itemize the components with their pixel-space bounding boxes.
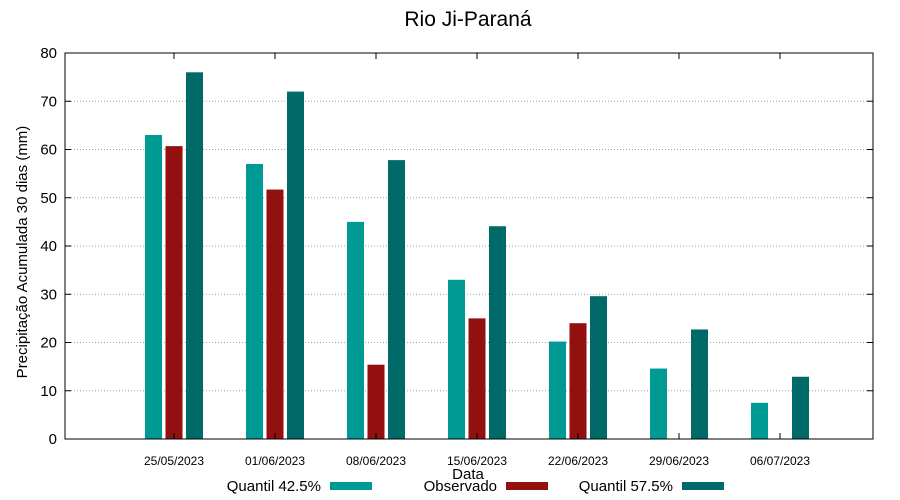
x-axis-ticks: 25/05/2023 01/06/2023 08/06/2023 15/06/2023… [144,53,810,468]
legend-swatch [330,482,372,490]
bar-quantil-42 [650,368,667,439]
bar-quantil-42 [448,279,465,439]
bar-quantil-42 [549,341,566,439]
x-tick-label: 08/06/2023 [346,454,406,468]
x-tick-label: 06/07/2023 [750,454,810,468]
y-tick-label: 20 [40,335,57,352]
bar-observado [165,146,183,439]
bar-observado [468,318,486,439]
bar-quantil-42 [246,163,263,439]
y-tick-label: 30 [40,286,57,303]
legend-label: Quantil 57.5% [579,478,673,495]
x-tick-label: 15/06/2023 [447,454,507,468]
y-tick-label: 50 [40,190,57,207]
bar-quantil-57 [489,226,506,439]
y-tick-label: 10 [40,383,57,400]
y-tick-label: 80 [40,45,57,62]
bar-quantil-57 [186,72,203,440]
y-tick-label: 60 [40,142,57,159]
x-tick-label: 29/06/2023 [649,454,709,468]
y-tick-label: 0 [49,431,57,448]
y-tick-label: 70 [40,93,57,110]
bar-quantil-57 [590,296,607,439]
y-axis-ticks: 0 10 20 30 40 50 60 70 80 [40,45,873,448]
bar-quantil-57 [691,329,708,439]
bar-quantil-42 [347,221,364,439]
bar-observado [266,189,284,439]
bar-quantil-57 [792,376,809,439]
legend-swatch [682,482,724,490]
x-axis-label: Data [452,466,484,483]
bar-observado [367,364,385,439]
bar-quantil-42 [145,135,162,439]
bars [145,72,809,440]
bar-observado [569,323,587,439]
x-tick-label: 25/05/2023 [144,454,204,468]
x-tick-label: 01/06/2023 [245,454,305,468]
legend-label: Quantil 42.5% [227,478,321,495]
legend: Quantil 42.5% Observado Quantil 57.5% [227,478,724,495]
bar-quantil-57 [287,91,304,439]
x-tick-label: 22/06/2023 [548,454,608,468]
legend-label: Observado [424,478,497,495]
legend-swatch [506,482,548,490]
bar-quantil-57 [388,160,405,440]
bar-quantil-42 [751,402,768,439]
y-tick-label: 40 [40,238,57,255]
chart-title: Rio Ji-Paraná [404,8,532,31]
y-axis-label: Precipitação Acumulada 30 dias (mm) [14,126,31,379]
